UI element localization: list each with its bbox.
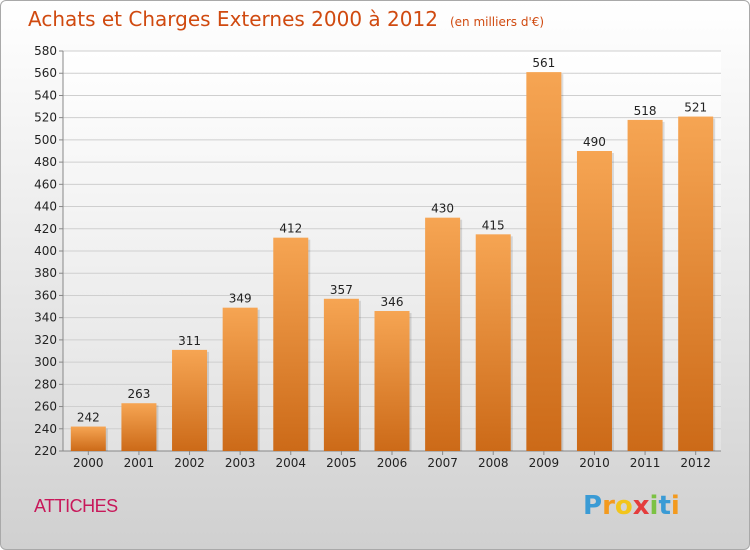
y-tick-label: 540 [34,88,57,102]
y-tick-label: 560 [34,66,57,80]
x-tick-label: 2002 [174,456,205,470]
y-tick-label: 500 [34,133,57,147]
bar [323,298,359,451]
x-tick-label: 2010 [579,456,610,470]
y-tick-label: 420 [34,222,57,236]
x-tick-label: 2008 [478,456,509,470]
y-tick-label: 360 [34,288,57,302]
bar [374,311,410,451]
y-tick-label: 400 [34,244,57,258]
data-label: 242 [77,411,100,425]
data-label: 349 [229,292,252,306]
data-label: 521 [684,101,707,115]
data-label: 561 [532,56,555,70]
bar [576,151,612,451]
x-tick-label: 2004 [275,456,306,470]
bar [526,72,562,451]
data-label: 311 [178,334,201,348]
y-tick-label: 380 [34,266,57,280]
y-tick-label: 280 [34,377,57,391]
y-tick-label: 220 [34,444,57,458]
data-label: 263 [127,387,150,401]
logo-letter: t [658,491,671,521]
y-tick-label: 260 [34,400,57,414]
commune-name: ATTICHES [34,496,118,516]
bar [222,307,258,451]
x-tick-label: 2012 [680,456,711,470]
chart-unit-label: (en milliers d'€) [449,15,545,29]
data-label: 490 [583,135,606,149]
logo-letter: r [602,491,615,521]
bar [678,116,714,452]
x-tick-label: 2003 [225,456,256,470]
bar [121,403,157,451]
x-tick-label: 2009 [529,456,560,470]
x-tick-label: 2005 [326,456,357,470]
logo-letter: x [632,491,650,521]
y-tick-label: 440 [34,200,57,214]
y-tick-label: 580 [34,44,57,58]
x-tick-label: 2007 [427,456,458,470]
bar [70,426,106,451]
chart-title: Achats et Charges Externes 2000 à 2012 (… [28,7,544,37]
x-tick-label: 2006 [377,456,408,470]
logo-letter: i [649,491,659,521]
data-label: 412 [279,222,302,236]
x-tick-label: 2011 [630,456,661,470]
y-tick-label: 320 [34,333,57,347]
x-tick-label: 2001 [124,456,155,470]
y-tick-label: 340 [34,311,57,325]
chart-title-text: Achats et Charges Externes 2000 à 2012 [28,7,438,31]
data-label: 518 [634,104,657,118]
data-label: 346 [381,295,404,309]
data-label: 415 [482,218,505,232]
y-tick-label: 520 [34,111,57,125]
y-tick-label: 480 [34,155,57,169]
x-tick-label: 2000 [73,456,104,470]
bar [273,237,309,451]
proxiti-logo: Proxiti [583,491,680,521]
logo-letter: o [614,491,633,521]
logo-letter: i [670,491,680,521]
bar [627,119,663,451]
bar [172,349,208,451]
bar [475,234,511,451]
data-label: 430 [431,202,454,216]
data-label: 357 [330,283,353,297]
y-tick-label: 460 [34,177,57,191]
logo-letter: P [583,491,603,521]
y-tick-label: 300 [34,355,57,369]
bar [425,217,461,451]
y-tick-label: 240 [34,422,57,436]
